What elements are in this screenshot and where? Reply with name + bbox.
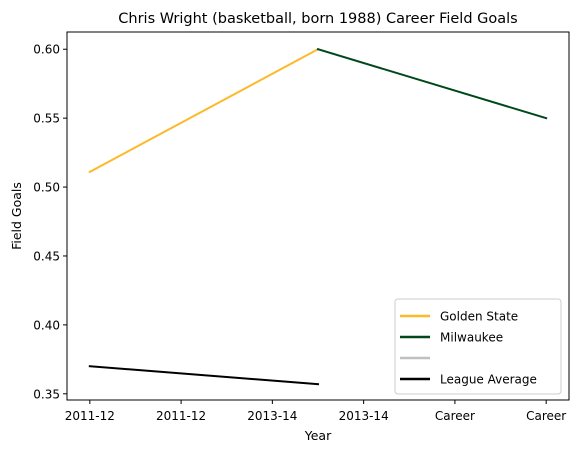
legend-label-1: Milwaukee <box>440 331 503 345</box>
x-axis-label: Year <box>304 428 332 443</box>
y-tick-label: 0.35 <box>33 387 60 401</box>
y-tick-label: 0.45 <box>33 249 60 263</box>
series-line-3 <box>90 366 318 384</box>
y-tick-label: 0.60 <box>33 43 60 57</box>
legend-label-0: Golden State <box>440 310 518 324</box>
y-tick-label: 0.50 <box>33 181 60 195</box>
y-tick-label: 0.55 <box>33 112 60 126</box>
series-line-0 <box>90 49 318 172</box>
x-tick-label: 2013-14 <box>247 409 297 423</box>
series-line-1 <box>318 49 546 118</box>
x-tick-label: Career <box>526 409 566 423</box>
legend-label-3: League Average <box>440 373 537 387</box>
y-axis: 0.35 0.40 0.45 0.50 0.55 0.60 <box>33 43 67 402</box>
y-tick-label: 0.40 <box>33 318 60 332</box>
x-tick-label: 2011-12 <box>156 409 206 423</box>
x-tick-label: 2011-12 <box>65 409 115 423</box>
x-tick-label: 2013-14 <box>339 409 389 423</box>
x-tick-label: Career <box>435 409 475 423</box>
x-axis: 2011-12 2011-12 2013-14 2013-14 Career Career <box>65 400 567 423</box>
chart-title: Chris Wright (basketball, born 1988) Car… <box>118 11 517 27</box>
y-axis-label: Field Goals <box>9 182 24 250</box>
legend: Golden State Milwaukee League Average <box>395 299 561 394</box>
